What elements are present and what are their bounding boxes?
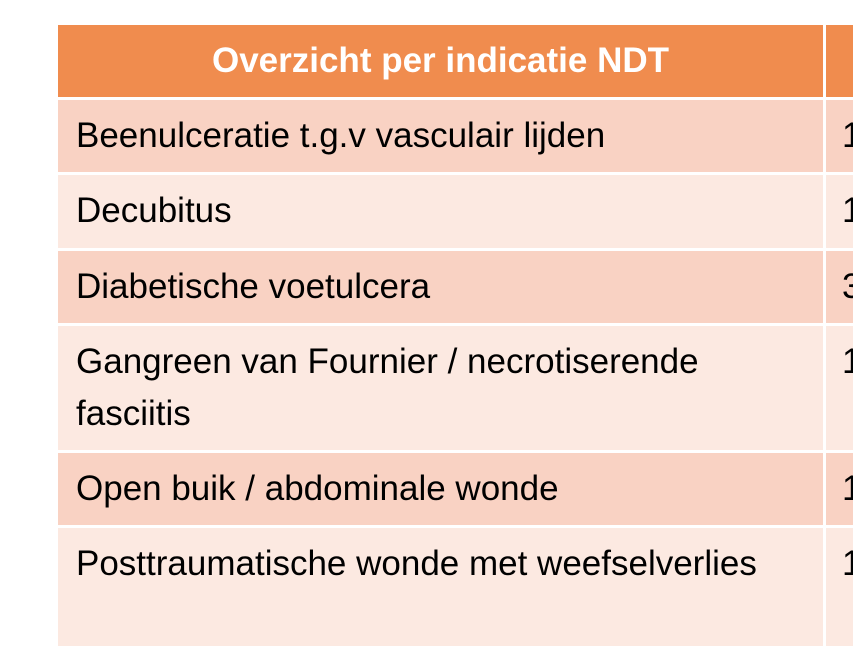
- table-cell: Open buik / abdominale wonde: [58, 453, 823, 525]
- header-cell: 2: [826, 25, 853, 97]
- table-cell: Gangreen van Fournier / necrotiserende f…: [58, 326, 823, 450]
- table-cell: 1: [826, 100, 853, 172]
- table-cell: 3: [826, 251, 853, 323]
- table-cell: Decubitus: [58, 175, 823, 248]
- header-cell: Overzicht per indicatie NDT: [58, 25, 823, 97]
- table-cell: 1: [826, 326, 853, 450]
- table-cell: Diabetische voetulcera: [58, 251, 823, 323]
- table-cell: Posttraumatische wonde met weefselverlie…: [58, 528, 823, 646]
- table-cell: 1: [826, 453, 853, 525]
- table-cell: 1: [826, 175, 853, 248]
- table-cell: 1: [826, 528, 853, 646]
- table-cell: Beenulceratie t.g.v vasculair lijden: [58, 100, 823, 172]
